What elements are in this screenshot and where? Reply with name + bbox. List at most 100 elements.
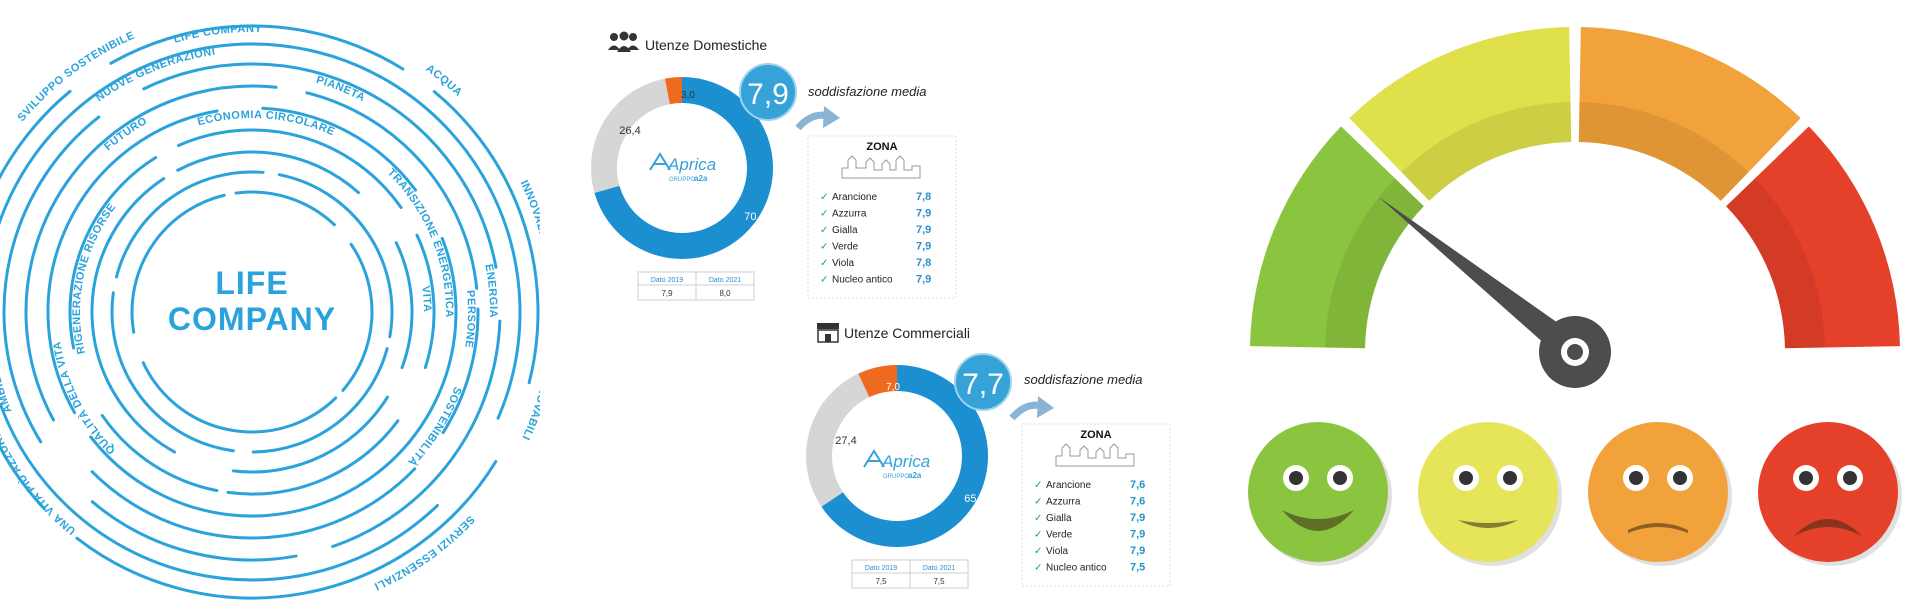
zone-value: 7,9 bbox=[916, 208, 931, 220]
zone-name: Nucleo antico bbox=[1046, 563, 1107, 574]
domestic-history-label-1: Dato 2019 bbox=[651, 277, 683, 284]
check-icon: ✓ bbox=[820, 258, 828, 269]
face-sad-icon bbox=[1758, 422, 1902, 566]
ring-arc bbox=[24, 125, 124, 422]
face-mouth bbox=[1628, 523, 1688, 533]
commercial-zone-title: ZONA bbox=[1080, 429, 1111, 441]
ring-arc bbox=[278, 43, 522, 420]
life-title-line1: LIFE bbox=[215, 265, 288, 301]
domestic-history-label-2: Dato 2021 bbox=[709, 277, 741, 284]
commercial-history-table: Dato 2019 Dato 2021 7,5 7,5 bbox=[851, 559, 969, 589]
face-happy-icon bbox=[1248, 422, 1392, 566]
face-mouth bbox=[1282, 510, 1354, 531]
donut-segment bbox=[591, 78, 671, 193]
ring-arc bbox=[109, 24, 405, 71]
zone-value: 7,9 bbox=[1130, 545, 1145, 557]
ring-arc bbox=[110, 291, 235, 453]
ring-word: LIFE COMPANY bbox=[172, 23, 262, 46]
ring-arc bbox=[114, 170, 265, 279]
people-icon bbox=[608, 31, 639, 52]
zone-name: Verde bbox=[832, 242, 859, 253]
ring-arc bbox=[261, 106, 418, 192]
domestic-score-badge bbox=[740, 64, 796, 120]
commercial-logo: Aprica GRUPPO a2a bbox=[863, 449, 930, 480]
zone-name: Arancione bbox=[832, 192, 877, 203]
ring-arc bbox=[90, 500, 298, 562]
zone-name: Verde bbox=[1046, 530, 1073, 541]
domestic-zone-box: ZONA ✓ Arancione 7,8 ✓ Azzurra 7,9 ✓ Gialla 7,9 ✓… bbox=[807, 135, 957, 299]
ring-arc bbox=[226, 419, 400, 496]
commercial-score: 7,7 bbox=[962, 368, 1004, 401]
check-icon: ✓ bbox=[820, 225, 828, 236]
check-icon: ✓ bbox=[820, 275, 828, 286]
ring-word: VITA bbox=[419, 285, 433, 312]
commercial-score-label: soddisfazione media bbox=[1024, 372, 1143, 387]
zone-value: 7,6 bbox=[1130, 496, 1145, 508]
donut-segment bbox=[594, 77, 773, 259]
ring-arc bbox=[429, 236, 458, 412]
donut-hole bbox=[618, 104, 746, 232]
zone-name: Arancione bbox=[1046, 480, 1091, 491]
face-mouth bbox=[1458, 520, 1518, 528]
ring-arc bbox=[90, 177, 177, 454]
satisfaction-gauge bbox=[1248, 27, 1902, 566]
ring-arc bbox=[441, 307, 480, 435]
ring-arc bbox=[415, 233, 436, 370]
zone-value: 7,5 bbox=[1130, 562, 1145, 574]
domestic-logo: Aprica GRUPPO a2a bbox=[649, 152, 716, 183]
gauge-segment bbox=[1250, 126, 1424, 349]
survey-infographic: Utenze Domestiche Aprica GRUPPO a2a 70,6… bbox=[591, 31, 1171, 589]
ring-word: NUOVE GENERAZIONI bbox=[94, 46, 216, 105]
commercial-zone-box: ZONA ✓ Arancione 7,6 ✓ Azzurra 7,6 ✓ Gialla 7,9 ✓… bbox=[1021, 423, 1171, 587]
ring-arc bbox=[331, 319, 502, 549]
face-mouth bbox=[1794, 519, 1862, 536]
zone-name: Azzurra bbox=[1046, 497, 1081, 508]
commercial-logo-name: Aprica bbox=[881, 452, 930, 471]
commercial-seg-label-1: 65,6 bbox=[964, 493, 985, 505]
check-icon: ✓ bbox=[820, 209, 828, 220]
ring-arc bbox=[0, 443, 46, 511]
zone-name: Gialla bbox=[1046, 513, 1072, 524]
check-icon: ✓ bbox=[1034, 480, 1042, 491]
ring-arc bbox=[322, 395, 389, 457]
domestic-seg-label-3: 3,0 bbox=[681, 90, 695, 101]
zone-value: 7,9 bbox=[916, 274, 931, 286]
commercial-history-label-1: Dato 2019 bbox=[865, 565, 897, 572]
ring-arc bbox=[432, 90, 540, 385]
commercial-history-value-1: 7,5 bbox=[875, 577, 887, 586]
domestic-skyline-icon bbox=[841, 155, 921, 179]
commercial-title: Utenze Commerciali bbox=[844, 325, 970, 341]
face-content-icon bbox=[1418, 422, 1562, 566]
ring-word: ACQUA bbox=[424, 62, 465, 99]
domestic-logo-sub: GRUPPO bbox=[669, 177, 695, 183]
commercial-seg-label-3: 7,0 bbox=[886, 382, 900, 393]
donut-segment bbox=[821, 365, 988, 547]
ring-word: SERVIZI ESSENZIALI bbox=[372, 513, 476, 592]
domestic-title: Utenze Domestiche bbox=[645, 37, 767, 53]
check-icon: ✓ bbox=[1034, 497, 1042, 508]
commercial-skyline-icon bbox=[1055, 443, 1135, 467]
domestic-seg-label-2: 26,4 bbox=[619, 125, 640, 137]
zone-name: Nucleo antico bbox=[832, 275, 893, 286]
commercial-seg-label-2: 27,4 bbox=[835, 435, 856, 447]
commercial-arrow-icon bbox=[1009, 396, 1054, 421]
ring-arc bbox=[394, 241, 414, 370]
ring-arc bbox=[90, 467, 417, 540]
domestic-section: Utenze Domestiche Aprica GRUPPO a2a 70,6… bbox=[591, 31, 957, 301]
domestic-arrow-icon bbox=[795, 106, 840, 131]
check-icon: ✓ bbox=[1034, 513, 1042, 524]
ring-arc bbox=[176, 150, 361, 195]
life-company-graphic: SVILUPPO SOSTENIBILE LIFE COMPANY ACQUA INN… bbox=[0, 0, 558, 600]
domestic-history-value-2: 8,0 bbox=[719, 289, 731, 298]
zone-value: 7,8 bbox=[916, 257, 931, 269]
ring-arc bbox=[89, 408, 433, 518]
commercial-score-badge bbox=[955, 354, 1011, 410]
zone-value: 7,9 bbox=[1130, 512, 1145, 524]
ring-arc bbox=[141, 361, 338, 434]
ring-arc bbox=[142, 62, 498, 269]
commercial-logo-brand: a2a bbox=[908, 471, 922, 480]
gauge-hub bbox=[1539, 316, 1611, 388]
ring-word: PERSONE bbox=[462, 290, 477, 349]
ring-arc bbox=[231, 453, 326, 474]
satisfaction-gauge-panel bbox=[1230, 0, 1920, 600]
